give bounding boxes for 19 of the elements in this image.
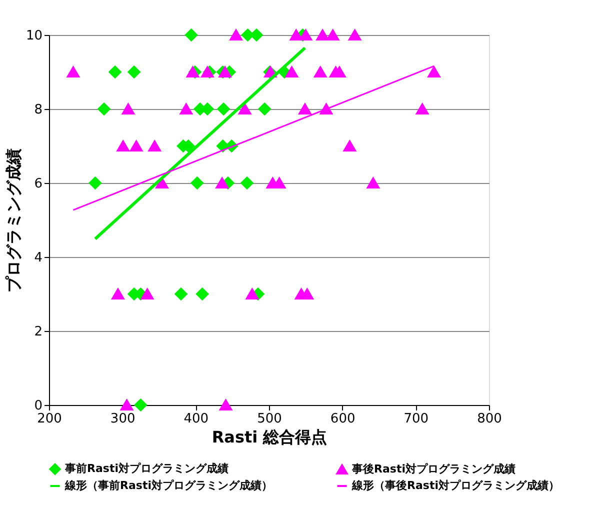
legend-label: 線形（事前Rasti対プログラミング成績） bbox=[64, 479, 272, 492]
y-tick-label: 4 bbox=[34, 250, 42, 266]
y-tick-label: 2 bbox=[34, 324, 42, 340]
x-tick-label: 500 bbox=[257, 412, 282, 426]
legend-label: 線形（事後Rasti対プログラミング成績） bbox=[351, 479, 560, 492]
y-tick-label: 8 bbox=[34, 102, 42, 118]
x-tick-label: 400 bbox=[184, 412, 209, 426]
y-tick-label: 0 bbox=[34, 398, 42, 414]
x-tick-label: 300 bbox=[110, 412, 136, 426]
legend-label: 事前Rasti対プログラミング成績 bbox=[64, 462, 228, 476]
x-tick-label: 200 bbox=[37, 412, 62, 426]
y-tick-label: 10 bbox=[26, 28, 42, 44]
x-tick-label: 600 bbox=[330, 412, 356, 426]
x-axis-title: Rasti 総合得点 bbox=[212, 428, 328, 446]
y-axis-title: プログラミング成績 bbox=[4, 148, 23, 292]
legend-label: 事後Rasti対プログラミング成績 bbox=[351, 462, 516, 476]
x-tick-label: 800 bbox=[477, 412, 502, 426]
y-tick-label: 6 bbox=[34, 176, 42, 192]
x-tick-label: 700 bbox=[404, 412, 429, 426]
